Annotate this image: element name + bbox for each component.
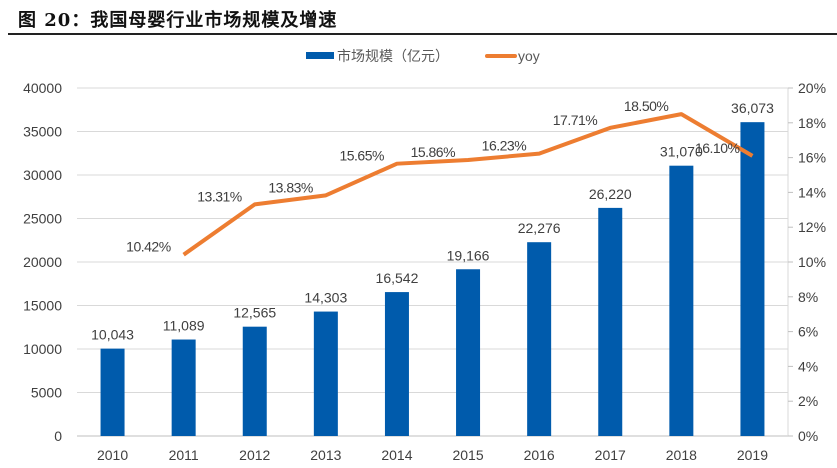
bar-data-label: 36,073	[731, 100, 774, 116]
yoy-data-label: 15.65%	[339, 148, 384, 164]
bar-2019	[740, 122, 765, 436]
x-tick-label: 2010	[97, 447, 128, 463]
y-left-tick-label: 30000	[23, 167, 62, 183]
bar-data-label: 19,166	[447, 247, 490, 263]
y-left-tick-label: 25000	[23, 211, 62, 227]
bar-data-label: 12,565	[233, 305, 276, 321]
title-divider	[8, 33, 837, 35]
y-left-tick-label: 40000	[23, 80, 62, 96]
y-left-tick-label: 10000	[23, 341, 62, 357]
bar-2018	[669, 165, 694, 437]
x-tick-label: 2016	[524, 447, 555, 463]
bar-2015	[456, 269, 481, 436]
yoy-data-label: 13.31%	[197, 188, 242, 204]
bar-data-label: 16,542	[376, 270, 419, 286]
y-right-tick-label: 2%	[798, 393, 818, 409]
page-title: 图 20：我国母婴行业市场规模及增速	[18, 10, 338, 31]
yoy-data-label: 18.50%	[624, 98, 669, 114]
y-left-tick-label: 15000	[23, 298, 62, 314]
x-tick-label: 2011	[169, 447, 199, 463]
bar-2016	[527, 242, 552, 436]
y-left-tick-label: 5000	[31, 385, 62, 401]
legend-line-label: yoy	[518, 48, 540, 64]
y-right-tick-label: 12%	[798, 219, 826, 235]
yoy-data-label: 16.10%	[695, 140, 740, 156]
bar-data-label: 10,043	[91, 327, 134, 343]
x-tick-label: 2013	[310, 447, 341, 463]
legend-bar-label: 市场规模（亿元）	[337, 48, 449, 64]
yoy-data-label: 17.71%	[553, 112, 598, 128]
bar-2017	[598, 207, 623, 436]
bar-data-label: 31,070	[660, 144, 703, 160]
y-right-tick-label: 14%	[798, 184, 826, 200]
bar-data-label: 11,089	[163, 318, 205, 334]
y-right-tick-label: 18%	[798, 115, 826, 131]
y-left-tick-label: 20000	[23, 254, 62, 270]
x-tick-label: 2017	[595, 447, 626, 463]
bar-data-label: 22,276	[518, 220, 561, 236]
x-tick-label: 2012	[239, 447, 270, 463]
yoy-data-label: 13.83%	[268, 179, 313, 195]
x-tick-label: 2015	[452, 447, 483, 463]
bar-data-label: 14,303	[304, 290, 347, 306]
bar-2010	[100, 348, 125, 436]
y-right-tick-label: 8%	[798, 289, 818, 305]
legend-bar-swatch	[306, 52, 334, 59]
bar-data-label: 26,220	[589, 186, 632, 202]
y-left-tick-label: 0	[54, 428, 62, 444]
bar-2011	[171, 339, 196, 436]
x-tick-label: 2019	[737, 447, 768, 463]
bar-2013	[313, 311, 338, 436]
yoy-data-label: 16.23%	[482, 138, 527, 154]
bar-2014	[384, 292, 409, 436]
y-right-tick-label: 10%	[798, 254, 826, 270]
yoy-data-label: 15.86%	[411, 144, 456, 160]
y-left-tick-label: 35000	[23, 124, 62, 140]
bar-2012	[242, 326, 267, 436]
y-right-tick-label: 4%	[798, 358, 818, 374]
x-tick-label: 2018	[666, 447, 697, 463]
yoy-data-label: 10.42%	[126, 239, 171, 255]
y-right-tick-label: 6%	[798, 324, 818, 340]
x-tick-label: 2014	[381, 447, 412, 463]
y-right-tick-label: 0%	[798, 428, 818, 444]
y-right-tick-label: 20%	[798, 80, 826, 96]
y-right-tick-label: 16%	[798, 150, 826, 166]
